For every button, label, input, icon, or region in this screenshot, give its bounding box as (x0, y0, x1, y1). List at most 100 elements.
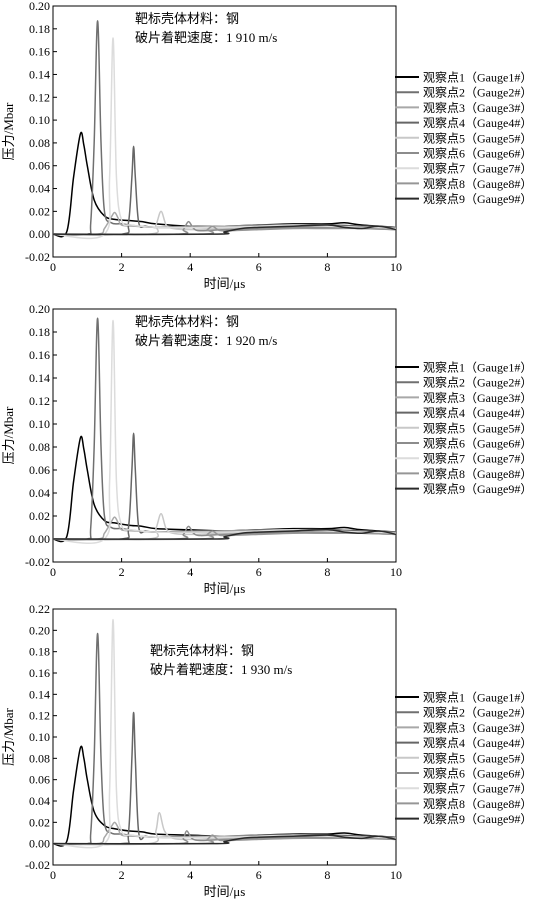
plot-frame (52, 5, 397, 258)
y-axis-label: 压力/Mbar (1, 406, 16, 464)
legend-label-gauge8: 观察点8（Gauge8#） (423, 797, 532, 811)
y-tick-label: 0.10 (29, 417, 50, 431)
x-tick-label: 8 (324, 260, 330, 274)
y-tick-label: 0.16 (29, 348, 50, 362)
annotation-line-1: 靶标壳体材料：钢 (150, 643, 254, 658)
y-tick-label: 0.06 (29, 463, 50, 477)
y-tick-label: 0.18 (29, 645, 50, 659)
x-axis-label: 时间/μs (204, 884, 246, 899)
legend-label-gauge3: 观察点3（Gauge3#） (423, 721, 532, 735)
y-tick-label: 0.18 (29, 22, 50, 36)
series-line-gauge9 (53, 224, 396, 236)
legend: 观察点1（Gauge1#）观察点2（Gauge2#）观察点3（Gauge3#）观… (395, 361, 532, 496)
chart-panel-2: -0.02 0.00 0.02 0.04 0.06 0.08 0.10 0.12 0.14 0.1… (1, 302, 532, 596)
y-tick-label: 0.22 (29, 602, 50, 616)
legend-label-gauge4: 观察点4（Gauge4#） (423, 406, 532, 420)
legend-label-gauge5: 观察点5（Gauge5#） (423, 421, 532, 435)
annotation-line-2: 破片着靶速度：1 920 m/s (135, 333, 277, 348)
y-tick-label: 0.20 (29, 0, 50, 13)
y-tick-label: -0.02 (25, 250, 50, 264)
series-line-gauge1 (53, 745, 396, 847)
legend-label-gauge6: 观察点6（Gauge6#） (423, 767, 532, 781)
annotation-line-2: 破片着靶速度：1 930 m/s (150, 662, 292, 677)
y-tick-label: 0.14 (29, 687, 50, 701)
annotation-line-2: 破片着靶速度：1 910 m/s (135, 30, 277, 45)
y-tick-label: 0.06 (29, 773, 50, 787)
x-tick-label: 6 (256, 868, 262, 882)
y-tick-label: 0.20 (29, 302, 50, 316)
x-tick-label: 6 (256, 260, 262, 274)
legend-label-gauge3: 观察点3（Gauge3#） (423, 391, 532, 405)
legend-label-gauge7: 观察点7（Gauge7#） (423, 782, 532, 796)
series-line-gauge2 (53, 317, 396, 541)
plot-frame (52, 308, 397, 563)
chart-panel-3: -0.02 0.00 0.02 0.04 0.06 0.08 0.10 0.12 0.14 0.1… (1, 602, 532, 899)
annotation-line-1: 靶标壳体材料：钢 (135, 314, 239, 329)
annotation-line-1: 靶标壳体材料：钢 (135, 11, 239, 26)
series-line-gauge1 (53, 131, 396, 238)
legend-label-gauge1: 观察点1（Gauge1#） (423, 361, 532, 375)
y-tick-label: 0.00 (29, 837, 50, 851)
y-tick-label: 0.02 (29, 204, 50, 218)
legend-label-gauge9: 观察点9（Gauge9#） (423, 192, 532, 206)
x-axis-label: 时间/μs (204, 581, 246, 596)
y-tick-label: 0.00 (29, 532, 50, 546)
series-line-gauge6 (53, 830, 396, 845)
x-tick-label: 10 (390, 260, 402, 274)
y-tick-label: 0.02 (29, 509, 50, 523)
legend-label-gauge5: 观察点5（Gauge5#） (423, 131, 532, 145)
y-tick-label: 0.02 (29, 815, 50, 829)
y-tick-label: 0.10 (29, 113, 50, 127)
x-axis-label: 时间/μs (204, 276, 246, 291)
y-tick-label: 0.08 (29, 136, 50, 150)
y-tick-label: 0.16 (29, 666, 50, 680)
legend-label-gauge5: 观察点5（Gauge5#） (423, 751, 532, 765)
legend-label-gauge8: 观察点8（Gauge8#） (423, 177, 532, 191)
legend-label-gauge1: 观察点1（Gauge1#） (423, 691, 532, 705)
series-line-gauge6 (53, 220, 396, 236)
legend-label-gauge4: 观察点4（Gauge4#） (423, 736, 532, 750)
legend-label-gauge4: 观察点4（Gauge4#） (423, 116, 532, 130)
y-tick-label: 0.04 (29, 794, 50, 808)
x-tick-label: 10 (390, 868, 402, 882)
x-tick-label: 0 (50, 565, 56, 579)
y-tick-label: 0.12 (29, 394, 50, 408)
x-tick-label: 10 (390, 565, 402, 579)
y-axis-label: 压力/Mbar (1, 707, 16, 765)
x-tick-label: 4 (187, 260, 193, 274)
legend: 观察点1（Gauge1#）观察点2（Gauge2#）观察点3（Gauge3#）观… (395, 691, 532, 826)
y-tick-label: 0.16 (29, 45, 50, 59)
y-tick-label: 0.08 (29, 440, 50, 454)
legend-label-gauge8: 观察点8（Gauge8#） (423, 467, 532, 481)
legend-label-gauge9: 观察点9（Gauge9#） (423, 812, 532, 826)
x-tick-label: 6 (256, 565, 262, 579)
x-tick-label: 2 (119, 565, 125, 579)
legend: 观察点1（Gauge1#）观察点2（Gauge2#）观察点3（Gauge3#）观… (395, 71, 532, 206)
legend-label-gauge1: 观察点1（Gauge1#） (423, 71, 532, 85)
y-tick-label: 0.00 (29, 227, 50, 241)
y-tick-label: 0.06 (29, 159, 50, 173)
y-tick-label: 0.12 (29, 90, 50, 104)
x-tick-label: 2 (119, 260, 125, 274)
x-tick-label: 4 (187, 565, 193, 579)
y-tick-label: 0.04 (29, 182, 50, 196)
series-line-gauge6 (53, 525, 396, 541)
series-line-gauge2 (53, 20, 396, 236)
chart-panel-1: -0.02 0.00 0.02 0.04 0.06 0.08 0.10 0.12 0.14 0.1… (1, 0, 532, 291)
x-tick-label: 0 (50, 260, 56, 274)
series-line-gauge4 (53, 145, 396, 236)
legend-label-gauge2: 观察点2（Gauge2#） (423, 376, 532, 390)
y-axis-label: 压力/Mbar (1, 102, 16, 160)
x-tick-label: 0 (50, 868, 56, 882)
legend-label-gauge9: 观察点9（Gauge9#） (423, 482, 532, 496)
legend-label-gauge6: 观察点6（Gauge6#） (423, 147, 532, 161)
y-tick-label: -0.02 (25, 555, 50, 569)
y-tick-label: 0.04 (29, 486, 50, 500)
y-tick-label: 0.08 (29, 751, 50, 765)
legend-label-gauge3: 观察点3（Gauge3#） (423, 101, 532, 115)
legend-label-gauge2: 观察点2（Gauge2#） (423, 706, 532, 720)
x-tick-label: 8 (324, 565, 330, 579)
legend-label-gauge7: 观察点7（Gauge7#） (423, 162, 532, 176)
legend-label-gauge6: 观察点6（Gauge6#） (423, 437, 532, 451)
